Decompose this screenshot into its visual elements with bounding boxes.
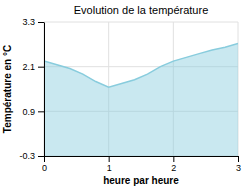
tick-label: 1 xyxy=(107,163,112,173)
tick-mark xyxy=(238,156,239,162)
tick-label: -0.3 xyxy=(19,151,35,161)
tick-mark xyxy=(38,67,44,68)
tick-mark xyxy=(38,111,44,112)
tick: -0.3 xyxy=(19,151,44,161)
grid-line xyxy=(44,22,238,23)
tick: 0 xyxy=(42,156,47,173)
tick: 2.1 xyxy=(22,62,44,72)
y-axis: -0.3 0.9 2.1 3.3 xyxy=(19,17,44,161)
tick-label: 3.3 xyxy=(22,17,35,27)
plot-area xyxy=(44,44,238,156)
chart: 0 1 2 3 -0.3 0.9 2.1 3.3 Evolution de la tempéra… xyxy=(0,0,250,188)
tick-mark xyxy=(38,22,44,23)
tick-mark xyxy=(173,156,174,162)
grid xyxy=(44,22,238,156)
tick-label: 3 xyxy=(236,163,241,173)
tick-label: 2 xyxy=(171,163,176,173)
y-axis-title: Température en °C xyxy=(2,45,13,133)
x-axis: 0 1 2 3 xyxy=(42,156,241,173)
tick-label: 0.9 xyxy=(22,107,35,117)
tick-mark xyxy=(38,156,44,157)
tick: 3 xyxy=(236,156,241,173)
axis-line xyxy=(45,156,239,157)
axis-line xyxy=(44,23,45,157)
tick-mark xyxy=(109,156,110,162)
tick-label: 0 xyxy=(42,163,47,173)
tick: 3.3 xyxy=(22,17,44,27)
tick: 0.9 xyxy=(22,107,44,117)
tick-label: 2.1 xyxy=(22,62,35,72)
tick: 1 xyxy=(107,156,112,173)
line xyxy=(44,44,238,88)
area xyxy=(44,44,238,156)
title: Evolution de la température xyxy=(74,4,209,16)
tick: 2 xyxy=(171,156,176,173)
grid-line xyxy=(44,22,45,156)
tick-mark xyxy=(44,156,45,162)
x-axis-title: heure par heure xyxy=(103,175,179,186)
